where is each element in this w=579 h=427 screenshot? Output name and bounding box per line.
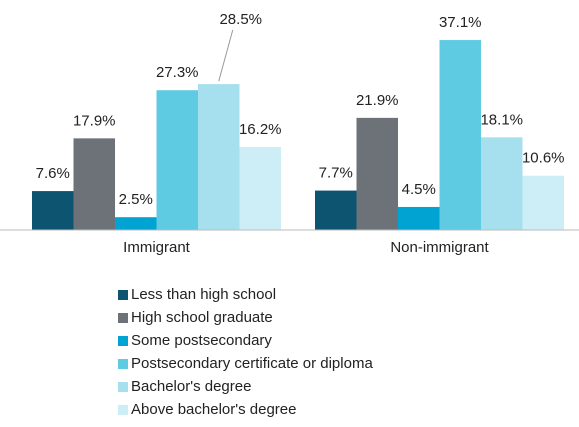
bar: [32, 191, 74, 230]
data-label: 21.9%: [356, 92, 399, 109]
bar: [315, 190, 357, 230]
data-label: 16.2%: [239, 121, 282, 138]
bar: [156, 90, 198, 230]
data-label: 17.9%: [73, 112, 116, 129]
legend-swatch: [118, 290, 128, 300]
legend-label: High school graduate: [131, 309, 273, 326]
data-label: 27.3%: [156, 64, 199, 81]
x-tick-label: Non-immigrant: [390, 239, 489, 256]
data-label: 28.5%: [219, 11, 262, 28]
legend-swatch: [118, 405, 128, 415]
legend-label: Bachelor's degree: [131, 378, 251, 395]
legend-swatch: [118, 359, 128, 369]
legend-label: Postsecondary certificate or diploma: [131, 355, 373, 372]
data-label: 37.1%: [439, 14, 482, 31]
data-label: 7.7%: [319, 165, 353, 182]
bar: [239, 147, 281, 230]
x-tick-label: Immigrant: [123, 239, 191, 256]
bar: [73, 138, 115, 230]
legend-label: Some postsecondary: [131, 332, 272, 349]
legend-label: Less than high school: [131, 286, 276, 303]
legend-swatch: [118, 336, 128, 346]
data-label: 2.5%: [119, 191, 153, 208]
legend-swatch: [118, 382, 128, 392]
bar: [356, 117, 398, 230]
data-label: 18.1%: [480, 111, 523, 128]
bar: [439, 40, 481, 230]
data-label: 10.6%: [522, 150, 565, 167]
legend-label: Above bachelor's degree: [131, 401, 296, 418]
leader-line: [218, 29, 234, 82]
data-label: 4.5%: [402, 181, 436, 198]
bar: [481, 137, 523, 230]
bar: [115, 217, 157, 230]
bar: [522, 175, 564, 230]
bar: [398, 206, 440, 230]
bar: [198, 84, 240, 230]
data-label: 7.6%: [36, 165, 70, 182]
legend-swatch: [118, 313, 128, 323]
